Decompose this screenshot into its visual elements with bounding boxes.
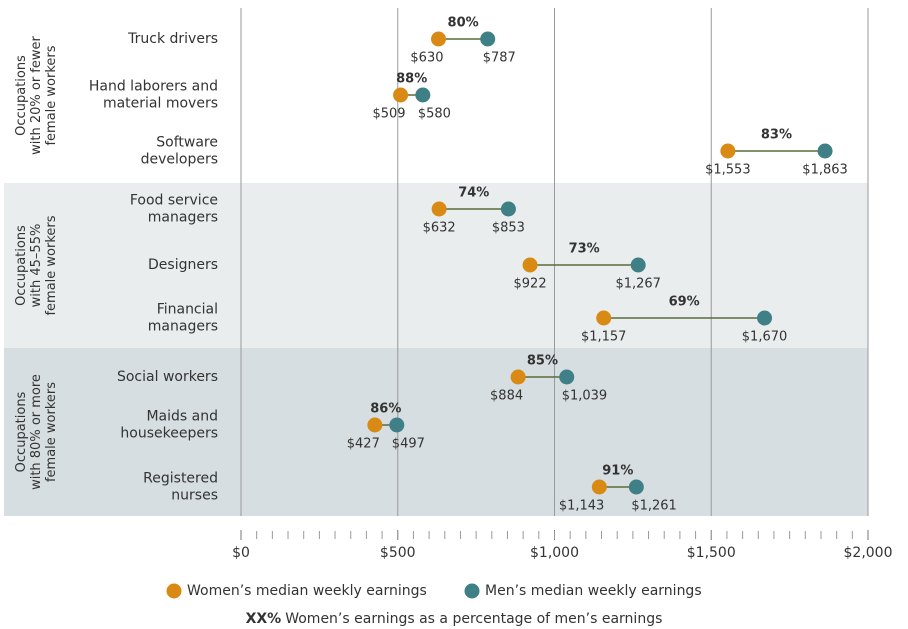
x-tick-label: $1,000: [530, 545, 579, 561]
group-label: Occupationswith 45–55%female workers: [14, 215, 59, 315]
men-value-label: $853: [492, 221, 525, 236]
men-dot: [630, 257, 646, 273]
x-tick-label: $0: [232, 545, 250, 561]
category-label: Hand laborers and material movers: [89, 79, 218, 112]
ratio-label: 74%: [458, 186, 489, 201]
category-line: Social workers: [117, 369, 218, 385]
women-value-label: $1,553: [705, 163, 751, 178]
category-line: material movers: [103, 96, 218, 112]
women-dot: [720, 143, 736, 159]
women-dot: [431, 201, 447, 217]
group-label-line: female workers: [44, 215, 59, 315]
category-label: Software developers: [141, 135, 218, 168]
men-dot: [480, 31, 496, 47]
category-label: Financial managers: [148, 302, 218, 335]
x-tick-label: $500: [380, 545, 416, 561]
group-label-line: with 45–55%: [29, 224, 44, 308]
category-line: housekeepers: [120, 426, 218, 442]
men-dot: [559, 369, 575, 385]
group-label-line: Occupations: [14, 391, 29, 472]
group-label-line: female workers: [44, 382, 59, 482]
legend-label: Women’s median weekly earnings: [187, 583, 427, 599]
x-tick-label: $2,000: [844, 545, 893, 561]
group-label: Occupationswith 80% or morefemale worker…: [14, 374, 59, 490]
category-line: Software: [156, 135, 218, 151]
category-line: Financial: [157, 302, 218, 318]
ratio-label: 73%: [569, 242, 600, 257]
group-band: [4, 348, 868, 516]
women-dot: [367, 417, 383, 433]
women-value-label: $509: [372, 107, 405, 122]
ratio-label: 88%: [396, 72, 427, 87]
men-value-label: $1,267: [615, 277, 661, 292]
women-value-label: $630: [410, 51, 443, 66]
legend-label: Men’s median weekly earnings: [485, 583, 702, 599]
category-line: nurses: [171, 488, 218, 504]
women-value-label: $922: [514, 277, 547, 292]
category-line: Designers: [148, 257, 218, 273]
legend-swatch: [166, 583, 182, 599]
women-dot: [522, 257, 538, 273]
group-label-line: Occupations: [14, 225, 29, 306]
men-value-label: $1,261: [631, 499, 677, 514]
ratio-label: 86%: [370, 402, 401, 417]
ratio-label: 69%: [669, 295, 700, 310]
category-line: managers: [148, 319, 218, 335]
category-line: Food service: [130, 193, 218, 209]
group-label-line: female workers: [44, 45, 59, 145]
note: XX% Women’s earnings as a percentage of m…: [246, 611, 663, 627]
women-dot: [591, 479, 607, 495]
category-line: managers: [148, 210, 218, 226]
men-value-label: $1,039: [562, 389, 608, 404]
women-dot: [510, 369, 526, 385]
category-label: Registered nurses: [143, 471, 218, 504]
women-dot: [393, 87, 409, 103]
note-key: XX%: [246, 611, 282, 627]
category-line: Hand laborers and: [89, 79, 218, 95]
group-label-line: Occupations: [14, 55, 29, 136]
men-dot: [415, 87, 431, 103]
ratio-label: 83%: [761, 128, 792, 143]
women-value-label: $884: [490, 389, 523, 404]
ratio-label: 91%: [602, 464, 633, 479]
women-value-label: $1,157: [581, 330, 627, 345]
men-value-label: $580: [418, 107, 451, 122]
men-dot: [628, 479, 644, 495]
men-dot: [389, 417, 405, 433]
category-label: Food service managers: [130, 193, 218, 226]
note-text: Women’s earnings as a percentage of men’…: [285, 611, 662, 627]
category-line: Truck drivers: [127, 31, 218, 47]
men-dot: [500, 201, 516, 217]
group-label-line: with 20% or fewer: [29, 35, 44, 154]
legend-swatch: [464, 583, 480, 599]
women-value-label: $427: [347, 437, 380, 452]
x-tick-label: $1,500: [687, 545, 736, 561]
group-label-line: with 80% or more: [29, 374, 44, 490]
women-value-label: $632: [423, 221, 456, 236]
category-line: developers: [141, 152, 218, 168]
category-label: Maids and housekeepers: [120, 409, 218, 442]
ratio-label: 80%: [448, 16, 479, 31]
category-line: Maids and: [146, 409, 218, 425]
category-label: Designers: [148, 257, 218, 273]
women-dot: [596, 310, 612, 326]
men-value-label: $1,863: [802, 163, 848, 178]
category-label: Social workers: [117, 369, 218, 385]
men-dot: [757, 310, 773, 326]
group-label: Occupationswith 20% or fewerfemale worke…: [14, 35, 59, 154]
men-dot: [817, 143, 833, 159]
men-value-label: $787: [483, 51, 516, 66]
category-label: Truck drivers: [127, 31, 218, 47]
category-line: Registered: [143, 471, 218, 487]
men-value-label: $1,670: [742, 330, 788, 345]
women-value-label: $1,143: [559, 499, 605, 514]
women-dot: [431, 31, 447, 47]
ratio-label: 85%: [527, 354, 558, 369]
men-value-label: $497: [392, 437, 425, 452]
